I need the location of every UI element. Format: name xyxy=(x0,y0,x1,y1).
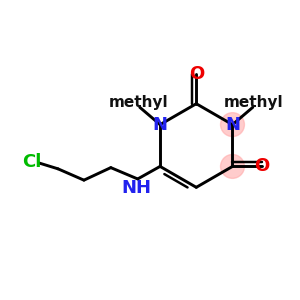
Text: methyl: methyl xyxy=(224,95,284,110)
Text: Cl: Cl xyxy=(22,153,42,171)
Text: methyl: methyl xyxy=(109,95,168,110)
Text: NH: NH xyxy=(122,179,152,197)
Text: O: O xyxy=(254,158,269,175)
Circle shape xyxy=(220,154,244,178)
Circle shape xyxy=(220,113,244,136)
Text: N: N xyxy=(225,116,240,134)
Text: O: O xyxy=(189,65,204,83)
Text: N: N xyxy=(153,116,168,134)
